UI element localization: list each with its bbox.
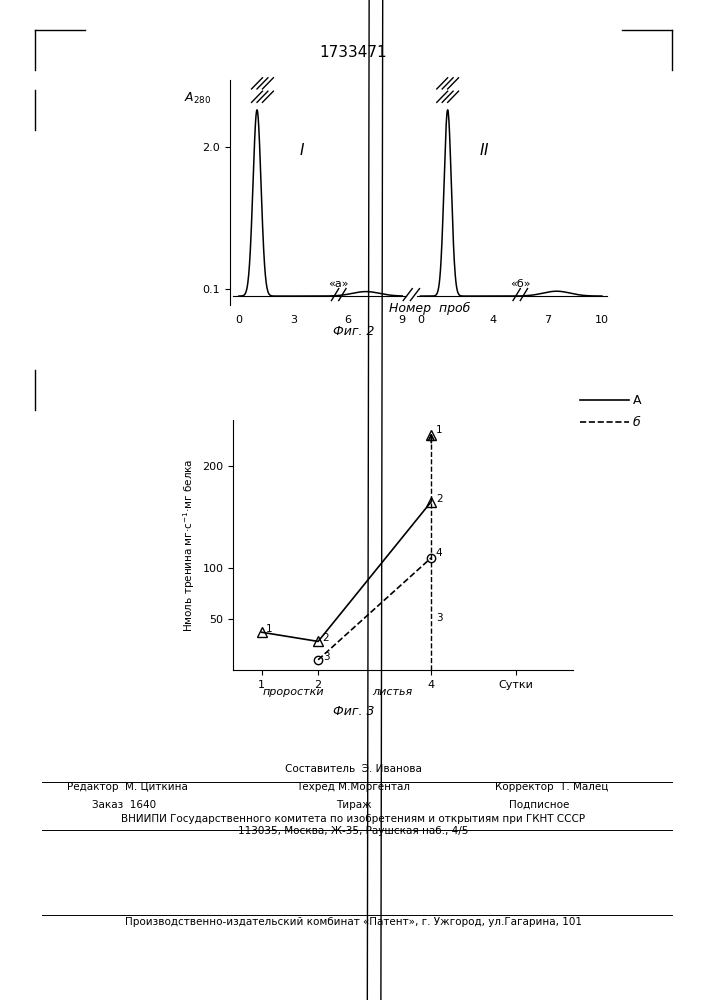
Text: 4: 4	[436, 548, 443, 558]
Text: Производственно-издательский комбинат «Патент», г. Ужгород, ул.Гагарина, 101: Производственно-издательский комбинат «П…	[125, 917, 582, 927]
Text: 1: 1	[266, 624, 273, 634]
Text: Редактор  М. Циткина: Редактор М. Циткина	[67, 782, 187, 792]
Text: $A_{280}$: $A_{280}$	[185, 91, 211, 106]
Text: 1733471: 1733471	[320, 45, 387, 60]
Text: Заказ  1640: Заказ 1640	[92, 800, 156, 810]
Text: 2: 2	[436, 494, 443, 504]
Text: $I$: $I$	[299, 142, 305, 158]
Text: проростки: проростки	[262, 687, 325, 697]
Text: Корректор  Т. Малец: Корректор Т. Малец	[495, 782, 608, 792]
Text: 3: 3	[436, 613, 443, 623]
Text: листья: листья	[373, 687, 412, 697]
Text: Техред М.Моргентал: Техред М.Моргентал	[296, 782, 411, 792]
Text: A: A	[633, 393, 641, 406]
Text: 2: 2	[322, 633, 329, 643]
Text: Номер  проб: Номер проб	[389, 302, 470, 315]
Text: Тираж: Тираж	[336, 800, 371, 810]
Text: $II$: $II$	[479, 142, 489, 158]
Text: Фиг. 2: Фиг. 2	[333, 325, 374, 338]
Y-axis label: Нмоль тренина мг·с$^{-1}$·мг белка: Нмоль тренина мг·с$^{-1}$·мг белка	[181, 458, 197, 632]
Text: Подписное: Подписное	[509, 800, 569, 810]
Text: Фиг. 3: Фиг. 3	[333, 705, 374, 718]
Text: ВНИИПИ Государственного комитета по изобретениям и открытиям при ГКНТ СССР: ВНИИПИ Государственного комитета по изоб…	[122, 814, 585, 824]
Text: «а»: «а»	[329, 279, 349, 289]
Text: 113035, Москва, Ж-35, Раушская наб., 4/5: 113035, Москва, Ж-35, Раушская наб., 4/5	[238, 826, 469, 836]
Text: «б»: «б»	[510, 279, 530, 289]
Text: Составитель  Э. Иванова: Составитель Э. Иванова	[285, 764, 422, 774]
Text: 3: 3	[322, 652, 329, 662]
Text: б: б	[633, 416, 641, 428]
Text: 1: 1	[436, 425, 443, 435]
